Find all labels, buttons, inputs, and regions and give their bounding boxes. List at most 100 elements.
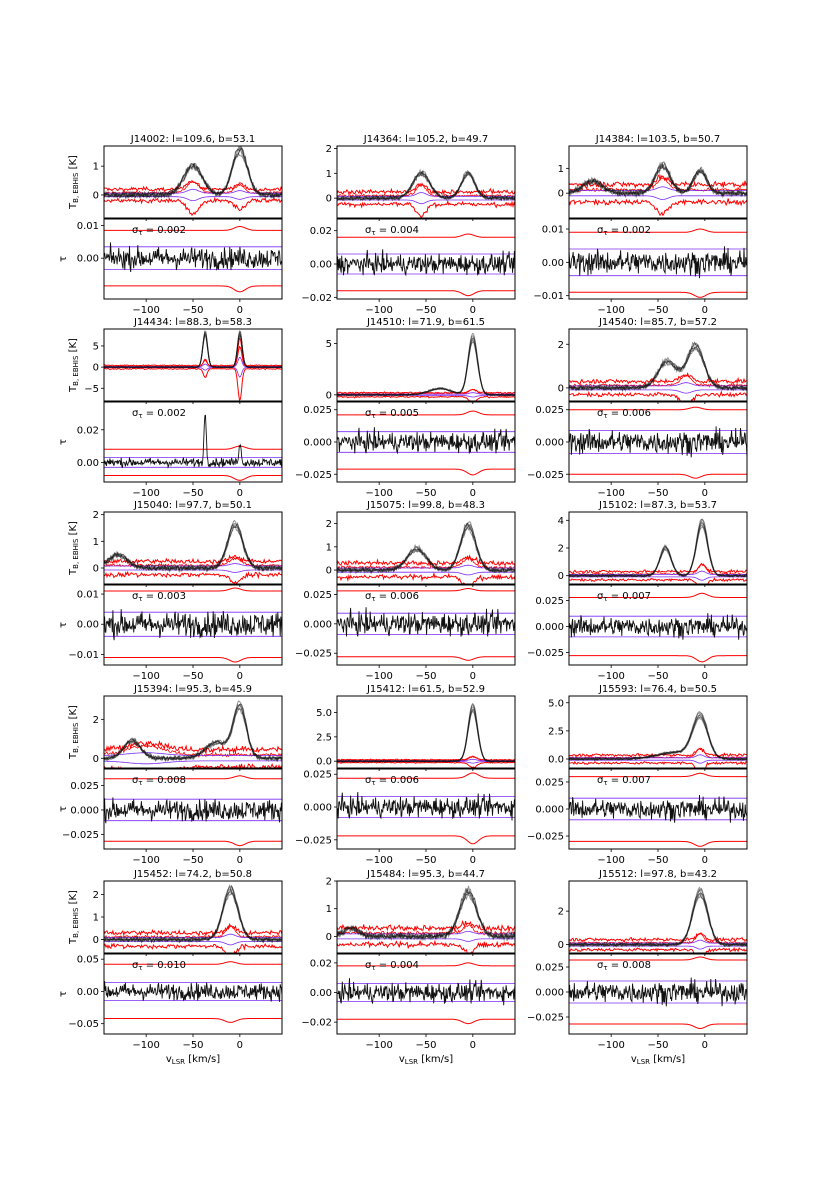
tau-envelope-upper	[104, 961, 282, 965]
emission-spectrum	[569, 165, 747, 199]
x-tick-label: −50	[647, 671, 668, 682]
emission-lines	[337, 521, 515, 584]
tau-spectrum	[104, 981, 282, 1002]
y-tick-label: 2	[93, 890, 99, 901]
tau-lines	[337, 233, 515, 297]
tau-lines	[337, 588, 515, 661]
envelope-upper	[569, 562, 747, 575]
y-tick-label: 2	[558, 544, 564, 555]
emission-lines	[104, 146, 282, 217]
y-tick-label: 2	[93, 715, 99, 726]
panel-title: J14002: l=109.6, b=53.1	[130, 134, 255, 145]
emission-lines	[337, 702, 515, 768]
emission-spectrum	[569, 341, 747, 392]
emission-spectrum	[337, 341, 515, 397]
y-tick-label: −0.025	[295, 649, 332, 660]
y-tick-label: 0.02	[310, 958, 332, 969]
tau-lines	[337, 772, 515, 845]
emission-spectrum	[104, 703, 282, 763]
emission-panel: 02	[558, 880, 748, 956]
tau-envelope-upper	[104, 775, 282, 780]
panel-J15394: J15394: l=95.3, b=45.9020.0250.000−0.025…	[58, 684, 283, 866]
emission-spectrum	[104, 519, 282, 573]
x-tick-label: −50	[415, 855, 436, 866]
y-tick-label: 0.02	[77, 425, 99, 436]
sigma-tau-label: στ = 0.004	[365, 960, 419, 972]
emission-spectrum	[104, 525, 282, 573]
tau-envelope-upper	[337, 410, 515, 416]
tau-ylabel: τ	[58, 622, 69, 628]
reference-lower	[337, 761, 515, 764]
x-tick-label: −100	[365, 1040, 392, 1051]
envelope-upper	[104, 345, 282, 367]
tau-envelope-upper	[569, 772, 747, 778]
tau-spectrum	[569, 613, 747, 640]
envelope-lower	[569, 577, 747, 584]
y-tick-label: 0.025	[303, 770, 332, 781]
emission-panel: 0 1 2	[93, 880, 283, 956]
x-tick-label: −100	[132, 305, 159, 316]
y-tick-label: 0.01	[77, 221, 99, 232]
envelope-lower	[104, 367, 282, 401]
envelope-lower	[337, 939, 515, 953]
y-tick-label: 5	[326, 339, 332, 350]
panel-title: J15593: l=76.4, b=50.5	[598, 684, 717, 695]
tau-envelope-lower	[104, 475, 282, 481]
reference-upper	[104, 188, 282, 194]
y-tick-label: 0	[558, 383, 564, 394]
tau-envelope-lower	[569, 840, 747, 847]
emission-spectrum	[104, 330, 282, 369]
emission-spectrum	[104, 332, 282, 369]
emission-ylabel: TB, EBHIS [K]	[68, 338, 80, 393]
emission-spectrum	[104, 521, 282, 573]
emission-spectrum	[337, 522, 515, 574]
tau-panel: 0.025 0.000 −0.025 −100 −50 0 στ = 0.006	[295, 768, 516, 866]
panel-J14364: J14364: l=105.2, b=49.7 0 1 2 0.02 0.00 −0.02 −…	[301, 134, 516, 316]
emission-spectrum	[569, 714, 747, 761]
emission-spectrum	[104, 707, 282, 763]
emission-spectrum	[337, 522, 515, 574]
emission-panel: 02	[558, 328, 748, 404]
emission-spectrum	[569, 716, 747, 762]
panel-title: J14384: l=103.5, b=50.7	[595, 134, 720, 145]
y-tick-label: 1	[558, 164, 564, 175]
emission-spectrum	[104, 146, 282, 199]
y-tick-label: 1	[326, 542, 332, 553]
tau-lines	[569, 406, 747, 479]
y-tick-label: 0	[93, 564, 99, 575]
tau-envelope-upper	[569, 228, 747, 233]
y-tick-label: −0.025	[62, 830, 99, 841]
emission-lines	[569, 886, 747, 953]
envelope-upper	[104, 739, 282, 756]
x-tick-label: −100	[597, 488, 624, 499]
emission-spectrum	[569, 886, 747, 948]
y-tick-label: 0.01	[77, 590, 99, 601]
sigma-tau-label: στ = 0.006	[365, 775, 419, 787]
emission-spectrum	[337, 708, 515, 763]
emission-spectrum	[337, 888, 515, 942]
y-tick-label: 0.000	[70, 805, 99, 816]
panel-title: J15040: l=97.7, b=50.1	[133, 500, 252, 511]
emission-spectrum	[104, 703, 282, 762]
tau-spectrum	[104, 609, 282, 641]
reference-upper	[337, 392, 515, 395]
y-tick-label: 5	[93, 341, 99, 352]
emission-ylabel: TB, EBHIS [K]	[68, 521, 80, 576]
emission-spectrum	[337, 522, 515, 574]
tau-panel: 0.025 0.000 −0.025 −100 −50 0 στ = 0.006	[295, 584, 516, 682]
reference-lower	[104, 941, 282, 946]
emission-ylabel: TB, EBHIS [K]	[68, 890, 80, 945]
emission-spectrum	[104, 885, 282, 944]
y-tick-label: 0.00	[77, 987, 99, 998]
reference-upper	[104, 356, 282, 367]
y-tick-label: 0.0	[316, 757, 332, 768]
envelope-upper	[337, 388, 515, 395]
envelope-lower	[569, 760, 747, 768]
x-tick-label: −50	[647, 488, 668, 499]
tau-envelope-upper	[569, 592, 747, 598]
sigma-tau-label: στ = 0.002	[132, 408, 186, 420]
sigma-tau-label: στ = 0.008	[132, 775, 186, 787]
y-tick-label: 0.02	[310, 226, 332, 237]
y-tick-label: 0	[93, 190, 99, 201]
y-tick-label: −0.02	[301, 1018, 332, 1029]
